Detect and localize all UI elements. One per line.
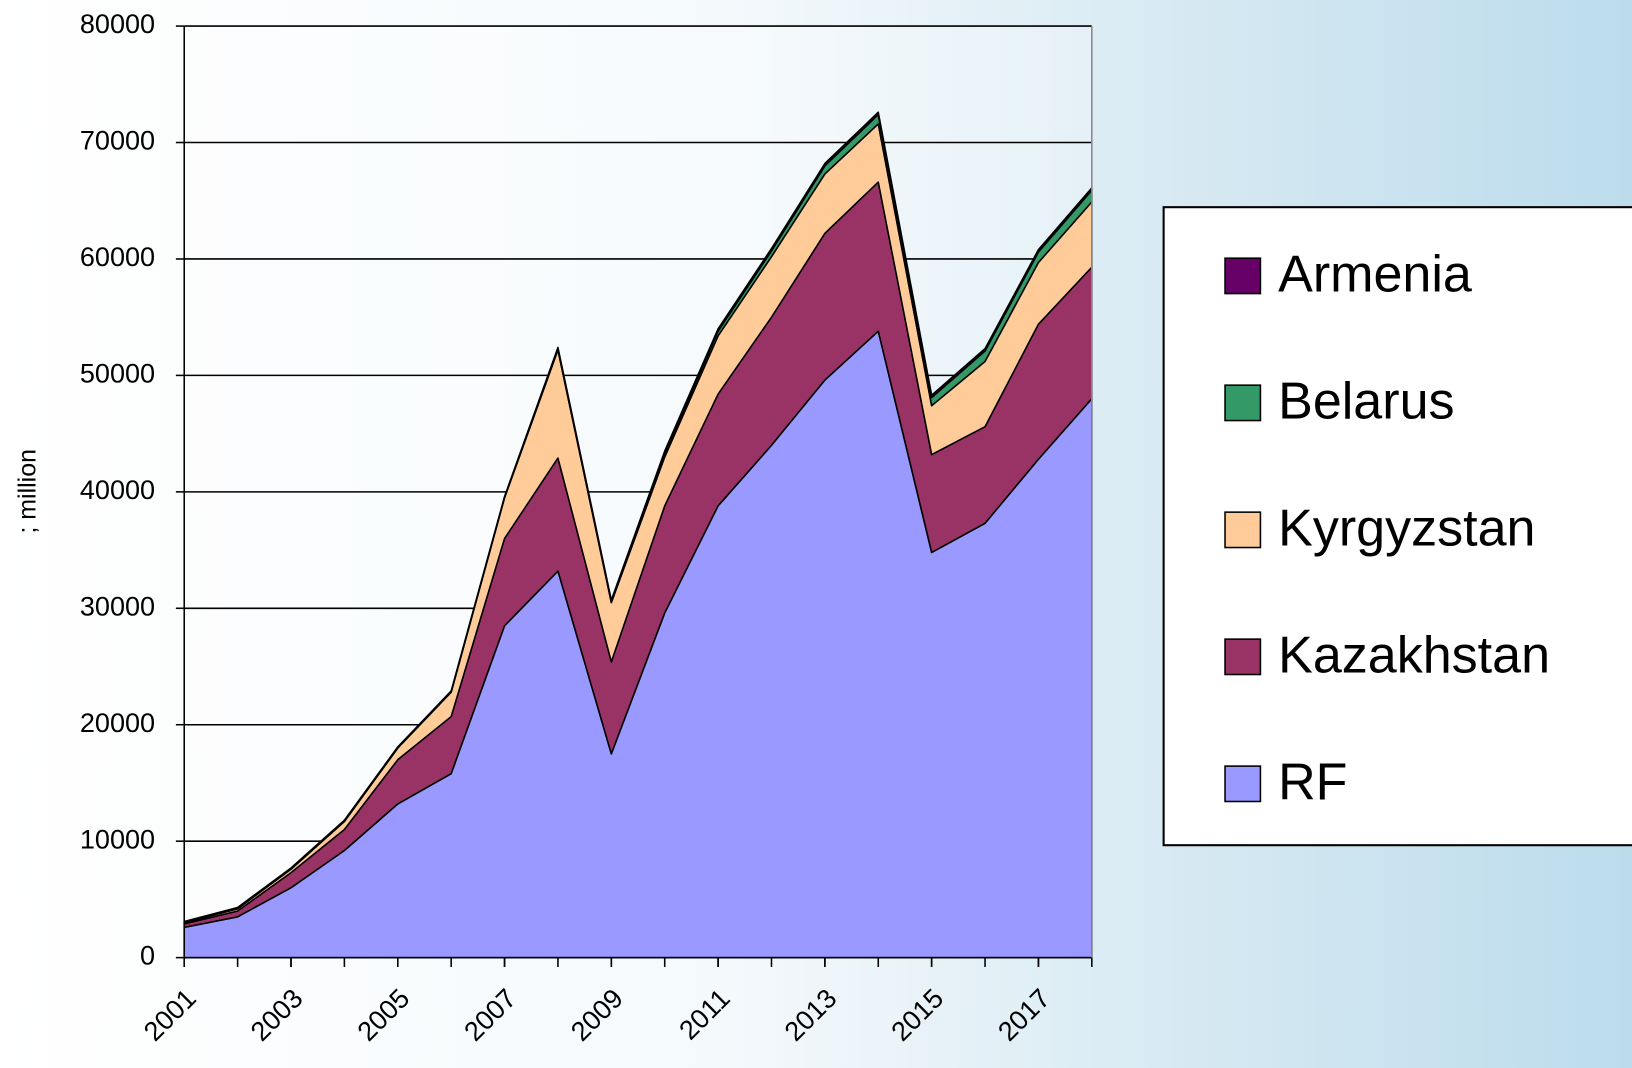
legend-label: RF <box>1278 754 1347 812</box>
y-tick-label: 20000 <box>80 708 155 738</box>
legend-label: Kazakhstan <box>1278 627 1550 685</box>
x-tick-label: 2013 <box>779 983 843 1047</box>
y-tick-label: 80000 <box>80 9 155 39</box>
y-tick-label: 0 <box>140 941 155 971</box>
legend-label: Armenia <box>1278 246 1472 304</box>
y-tick-label: 30000 <box>80 591 155 621</box>
y-axis-label: ; million <box>14 449 42 534</box>
x-tick-label: 2007 <box>458 983 522 1047</box>
x-tick-label: 2015 <box>886 983 950 1047</box>
legend-label: Kyrgyzstan <box>1278 500 1535 558</box>
y-tick-label: 10000 <box>80 824 155 854</box>
legend-swatch <box>1224 511 1262 549</box>
legend-swatch <box>1224 257 1262 295</box>
y-tick-label: 70000 <box>80 126 155 156</box>
y-tick-label: 50000 <box>80 359 155 389</box>
legend-swatch <box>1224 638 1262 676</box>
x-tick-label: 2009 <box>565 983 629 1047</box>
x-tick-label: 2011 <box>673 983 735 1045</box>
legend-swatch <box>1224 765 1262 803</box>
y-tick-label: 60000 <box>80 242 155 272</box>
x-tick-label: 2003 <box>245 983 309 1047</box>
x-tick-label: 2017 <box>992 983 1056 1047</box>
legend-swatch <box>1224 384 1262 422</box>
x-tick-label: 2001 <box>138 983 202 1047</box>
y-tick-label: 40000 <box>80 475 155 505</box>
legend-label: Belarus <box>1278 373 1454 431</box>
x-tick-label: 2005 <box>352 983 416 1047</box>
